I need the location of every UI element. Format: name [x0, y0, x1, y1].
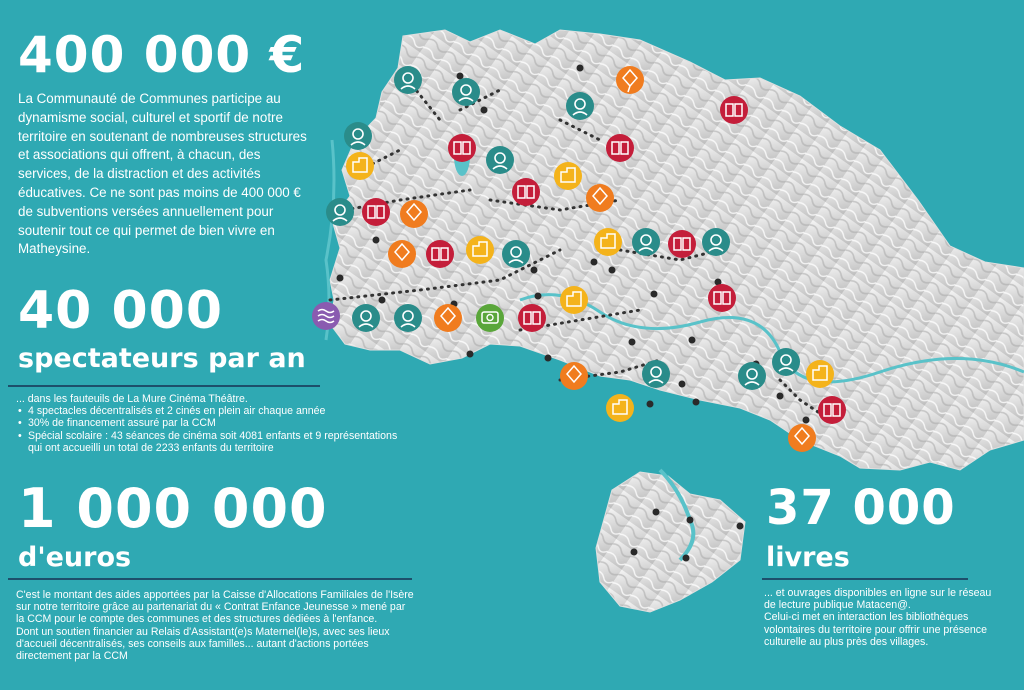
- stat-unit: livres: [766, 542, 850, 573]
- stat-value: 37 000: [766, 480, 956, 536]
- kite-icon: [400, 200, 428, 228]
- child-icon: [486, 146, 514, 174]
- child-icon: [394, 304, 422, 332]
- book-icon: [448, 134, 476, 162]
- book-icon: [518, 304, 546, 332]
- books-paragraph: Celui-ci met en interaction les biblioth…: [764, 611, 987, 648]
- divider: [762, 578, 968, 580]
- list-item: 30% de financement assuré par la CCM: [18, 417, 406, 429]
- book-icon: [720, 96, 748, 124]
- list-item: Spécial scolaire : 43 séances de cinéma …: [18, 430, 406, 454]
- books-details: ... et ouvrages disponibles en ligne sur…: [764, 587, 1000, 648]
- kite-icon: [388, 240, 416, 268]
- book-icon: [818, 396, 846, 424]
- camera-icon: [476, 304, 504, 332]
- stat-unit: d'euros: [18, 542, 132, 573]
- building-icon: [346, 152, 374, 180]
- books-paragraph: ... et ouvrages disponibles en ligne sur…: [764, 587, 992, 612]
- stat-subsidies: 400 000 € La Communauté de Communes part…: [18, 30, 318, 259]
- child-icon: [632, 228, 660, 256]
- child-icon: [502, 240, 530, 268]
- kite-icon: [616, 66, 644, 94]
- map-river-central: [519, 293, 1024, 384]
- stat-value: 1 000 000: [18, 477, 328, 540]
- child-icon: [702, 228, 730, 256]
- building-icon: [594, 228, 622, 256]
- child-icon: [452, 78, 480, 106]
- map-territory-south: [595, 471, 746, 613]
- stat-spectators: 40 000 spectateurs par an: [18, 285, 418, 372]
- divider: [8, 385, 320, 387]
- water-icon: [312, 302, 340, 330]
- kite-icon: [560, 362, 588, 390]
- book-icon: [606, 134, 634, 162]
- divider: [8, 578, 412, 580]
- book-icon: [426, 240, 454, 268]
- book-icon: [668, 230, 696, 258]
- child-icon: [642, 360, 670, 388]
- stat-books: 37 000 livres: [766, 484, 1006, 571]
- kite-icon: [788, 424, 816, 452]
- book-icon: [362, 198, 390, 226]
- spectators-details: ... dans les fauteuils de La Mure Cinéma…: [16, 393, 406, 454]
- caf-paragraph: C'est le montant des aides apportées par…: [16, 589, 414, 626]
- stat-value: 40 000: [18, 281, 224, 341]
- list-item: 4 spectacles décentralisés et 2 cinés en…: [18, 405, 406, 417]
- caf-details: C'est le montant des aides apportées par…: [16, 589, 416, 662]
- child-icon: [772, 348, 800, 376]
- building-icon: [560, 286, 588, 314]
- building-icon: [806, 360, 834, 388]
- child-icon: [394, 66, 422, 94]
- child-icon: [566, 92, 594, 120]
- details-intro: ... dans les fauteuils de La Mure Cinéma…: [16, 393, 248, 405]
- child-icon: [738, 362, 766, 390]
- stat-value: 400 000 €: [18, 26, 306, 84]
- building-icon: [466, 236, 494, 264]
- building-icon: [554, 162, 582, 190]
- child-icon: [352, 304, 380, 332]
- book-icon: [708, 284, 736, 312]
- stat-unit: spectateurs par an: [18, 343, 306, 374]
- book-icon: [512, 178, 540, 206]
- caf-paragraph: Dont un soutien financier au Relais d'As…: [16, 625, 390, 663]
- kite-icon: [586, 184, 614, 212]
- child-icon: [326, 198, 354, 226]
- kite-icon: [434, 304, 462, 332]
- stat-description: La Communauté de Communes participe au d…: [18, 91, 307, 257]
- map-icons: [312, 66, 846, 452]
- building-icon: [606, 394, 634, 422]
- village-dots: [336, 64, 810, 562]
- details-list: 4 spectacles décentralisés et 2 cinés en…: [16, 405, 406, 454]
- child-icon: [344, 122, 372, 150]
- stat-caf: 1 000 000 d'euros: [18, 477, 438, 573]
